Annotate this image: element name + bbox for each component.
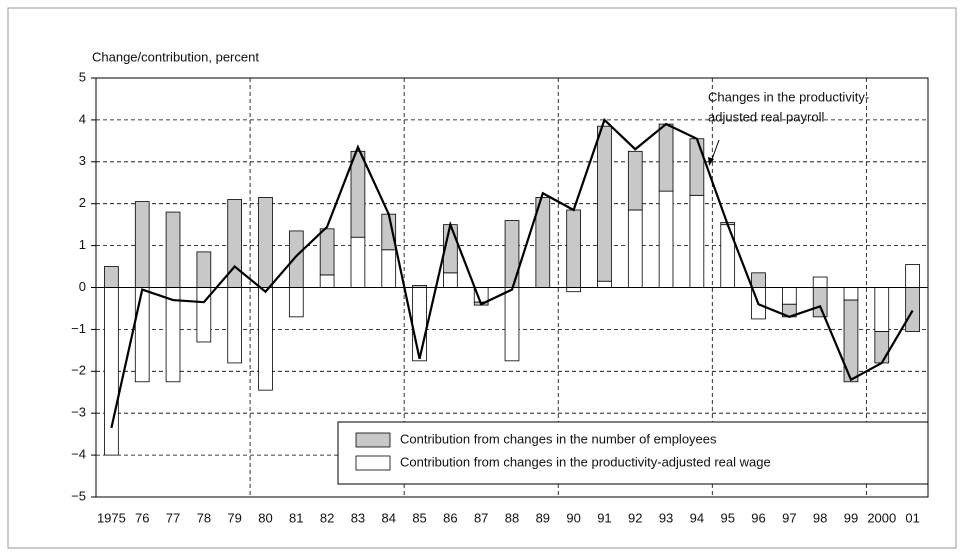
bar [288, 287, 304, 318]
legend-label: Contribution from changes in the product… [400, 454, 771, 469]
bar [288, 230, 304, 288]
x-tick-label: 88 [505, 510, 519, 525]
x-tick-label: 95 [720, 510, 734, 525]
bar [843, 287, 859, 301]
arrow-head [708, 157, 714, 166]
x-tick-label: 87 [474, 510, 488, 525]
plot [96, 78, 928, 497]
bar [196, 251, 212, 288]
x-tick-label: 77 [166, 510, 180, 525]
bar [812, 287, 828, 318]
bar [751, 272, 766, 288]
x-tick-label: 76 [135, 510, 149, 525]
x-tick-label: 83 [351, 510, 365, 525]
bar [134, 287, 150, 383]
x-tick-label: 84 [382, 510, 396, 525]
legend-swatch [355, 455, 391, 471]
legend [337, 421, 929, 485]
y-tick-label: 0 [79, 279, 86, 294]
annotation: adjusted real payroll [708, 109, 824, 124]
y-tick-label: −5 [71, 488, 86, 503]
bar [689, 194, 705, 288]
bar [566, 287, 581, 293]
x-tick-label: 98 [813, 510, 827, 525]
x-tick-label: 97 [782, 510, 796, 525]
y-tick-label: 2 [79, 195, 86, 210]
payroll-line [110, 117, 914, 429]
bar [258, 287, 273, 391]
x-tick-label: 80 [258, 510, 272, 525]
y-tick-label: 3 [79, 153, 86, 168]
bar [905, 264, 920, 288]
bar [658, 123, 674, 192]
bar [134, 201, 150, 288]
bar [504, 287, 520, 362]
x-tick-label: 89 [536, 510, 550, 525]
bar [319, 274, 335, 288]
x-tick-label: 85 [412, 510, 426, 525]
bar [104, 287, 119, 456]
bar [350, 236, 366, 288]
bar [227, 199, 243, 288]
bar [227, 287, 243, 364]
y-axis-label: Change/contribution, percent [92, 49, 259, 64]
bar [597, 125, 612, 282]
bar [381, 249, 397, 288]
annotation: Changes in the productivity- [708, 89, 869, 104]
legend-swatch [355, 432, 391, 448]
x-tick-label: 92 [628, 510, 642, 525]
bar [689, 138, 705, 196]
bar [104, 266, 119, 288]
annotation-arrow [710, 139, 720, 163]
x-tick-label: 79 [227, 510, 241, 525]
x-tick-label: 93 [659, 510, 673, 525]
x-tick-label: 01 [905, 510, 919, 525]
bar [443, 272, 458, 288]
bar [658, 190, 674, 288]
x-tick-label: 91 [597, 510, 611, 525]
y-tick-label: 4 [79, 111, 86, 126]
x-tick-label: 78 [197, 510, 211, 525]
bar [597, 280, 612, 288]
bar [165, 211, 181, 288]
y-tick-label: −4 [71, 447, 86, 462]
bar [627, 209, 643, 288]
y-tick-label: 5 [79, 69, 86, 84]
bar [874, 287, 890, 332]
bar [843, 299, 859, 383]
x-tick-label: 86 [443, 510, 457, 525]
legend-label: Contribution from changes in the number … [400, 431, 717, 446]
bar [720, 224, 736, 288]
x-tick-label: 1975 [97, 510, 126, 525]
y-tick-label: −3 [71, 405, 86, 420]
y-tick-label: −1 [71, 321, 86, 336]
bar [874, 331, 890, 364]
bar [350, 150, 366, 238]
y-tick-label: 1 [79, 237, 86, 252]
x-tick-label: 81 [289, 510, 303, 525]
x-tick-label: 94 [690, 510, 704, 525]
bar [165, 287, 181, 383]
x-tick-label: 90 [566, 510, 580, 525]
x-tick-label: 82 [320, 510, 334, 525]
bar [812, 276, 828, 288]
bar [258, 197, 273, 288]
bar [319, 228, 335, 276]
frame [7, 7, 957, 549]
bar [782, 287, 797, 305]
y-tick-label: −2 [71, 363, 86, 378]
x-tick-label: 2000 [867, 510, 896, 525]
bar [627, 150, 643, 211]
bar [412, 287, 427, 362]
bar [905, 287, 920, 332]
x-tick-label: 96 [751, 510, 765, 525]
bar [566, 209, 581, 288]
x-tick-label: 99 [844, 510, 858, 525]
